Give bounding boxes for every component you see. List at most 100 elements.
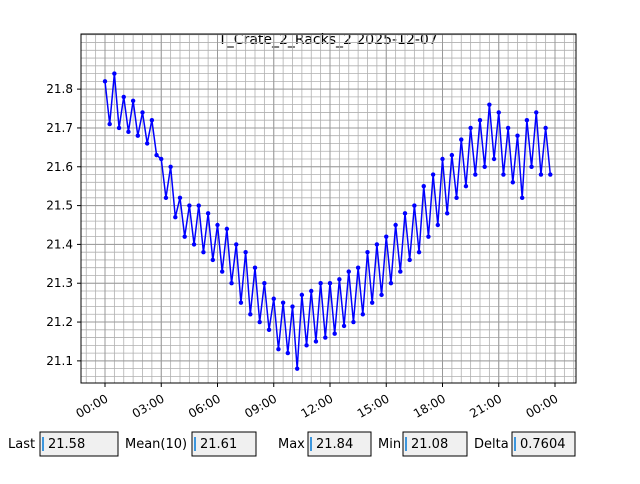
x-tick-label: 00:00 — [524, 391, 561, 420]
stat-box — [191, 431, 257, 457]
data-point — [468, 125, 473, 131]
data-point — [205, 211, 211, 216]
data-point — [309, 288, 314, 294]
data-point — [130, 98, 136, 103]
data-point — [196, 203, 201, 208]
stat-label: Delta — [474, 437, 509, 452]
data-point — [191, 242, 197, 247]
x-tick-label: 09:00 — [242, 391, 279, 420]
stat-label: Mean(10) — [125, 437, 187, 452]
y-tick-label: 21.2 — [46, 315, 73, 329]
stat-value: 21.08 — [411, 437, 448, 452]
data-point — [332, 331, 337, 336]
data-point — [351, 319, 356, 325]
data-point — [144, 141, 150, 146]
data-point — [135, 133, 141, 138]
stat-box — [402, 431, 468, 457]
data-point — [201, 249, 206, 255]
data-point — [463, 183, 469, 189]
data-point — [243, 249, 248, 255]
data-point — [337, 277, 342, 282]
data-point — [519, 195, 525, 201]
data-point — [501, 172, 506, 177]
data-point — [426, 234, 431, 239]
data-point — [266, 327, 272, 333]
stat-value: 21.84 — [316, 437, 353, 452]
y-tick-label: 21.1 — [46, 354, 73, 368]
data-point — [435, 222, 441, 228]
data-point — [276, 347, 281, 352]
data-point — [173, 215, 178, 220]
stat-box — [39, 431, 119, 457]
data-point — [393, 222, 398, 228]
data-point — [374, 242, 380, 247]
data-point — [477, 117, 483, 123]
data-point — [154, 152, 159, 158]
data-point — [107, 121, 112, 127]
data-point — [341, 323, 347, 329]
stat-value: 0.7604 — [520, 437, 566, 452]
data-point — [402, 211, 408, 216]
data-point — [388, 281, 394, 286]
data-point — [116, 125, 122, 131]
data-point — [529, 164, 534, 169]
data-point — [102, 79, 108, 84]
data-point — [280, 300, 286, 305]
data-point — [440, 156, 445, 162]
data-point — [496, 110, 501, 115]
x-tick-label: 06:00 — [186, 391, 223, 420]
data-point — [412, 203, 417, 208]
data-point — [510, 180, 516, 185]
data-point — [257, 319, 262, 325]
data-point — [369, 300, 375, 305]
data-point — [355, 265, 361, 270]
data-point — [159, 156, 164, 162]
data-point — [487, 102, 492, 107]
data-point — [407, 257, 412, 263]
data-point — [430, 172, 436, 177]
y-tick-label: 21.7 — [46, 121, 73, 135]
data-point — [379, 292, 384, 298]
data-point — [548, 172, 553, 177]
x-tick-label: 15:00 — [355, 391, 392, 420]
x-tick-label: 18:00 — [411, 391, 448, 420]
data-point — [112, 71, 117, 76]
stat-box — [511, 431, 576, 457]
x-tick-label: 21:00 — [467, 391, 504, 420]
data-point — [224, 226, 230, 232]
data-point — [229, 281, 234, 286]
data-point — [168, 164, 173, 169]
data-point — [210, 257, 216, 263]
stat-label: Max — [278, 437, 305, 452]
data-point — [482, 164, 487, 169]
chart-title: T_Crate_2_Racks_2 2025-12-07 — [217, 32, 438, 48]
data-point — [534, 110, 539, 115]
data-point — [505, 125, 511, 131]
data-point — [449, 152, 455, 158]
x-tick-label: 12:00 — [299, 391, 336, 420]
data-point — [323, 335, 328, 340]
data-point — [360, 312, 366, 317]
data-point — [234, 242, 239, 247]
x-tick-label: 00:00 — [74, 391, 111, 420]
data-point — [262, 281, 267, 286]
data-point — [238, 300, 244, 305]
data-point — [416, 249, 422, 255]
y-tick-label: 21.3 — [46, 276, 73, 290]
data-point — [454, 195, 459, 201]
stat-label: Last — [8, 437, 35, 452]
data-point — [473, 172, 478, 177]
data-point — [365, 249, 370, 255]
data-point — [163, 195, 169, 201]
data-point — [285, 350, 291, 356]
data-point — [182, 234, 187, 239]
data-point — [384, 234, 389, 239]
data-point — [491, 156, 497, 162]
y-tick-label: 21.4 — [46, 237, 73, 251]
series-line — [104, 73, 552, 369]
data-point — [248, 312, 253, 317]
data-point — [294, 366, 300, 371]
data-point — [398, 269, 403, 274]
data-point — [290, 304, 295, 309]
